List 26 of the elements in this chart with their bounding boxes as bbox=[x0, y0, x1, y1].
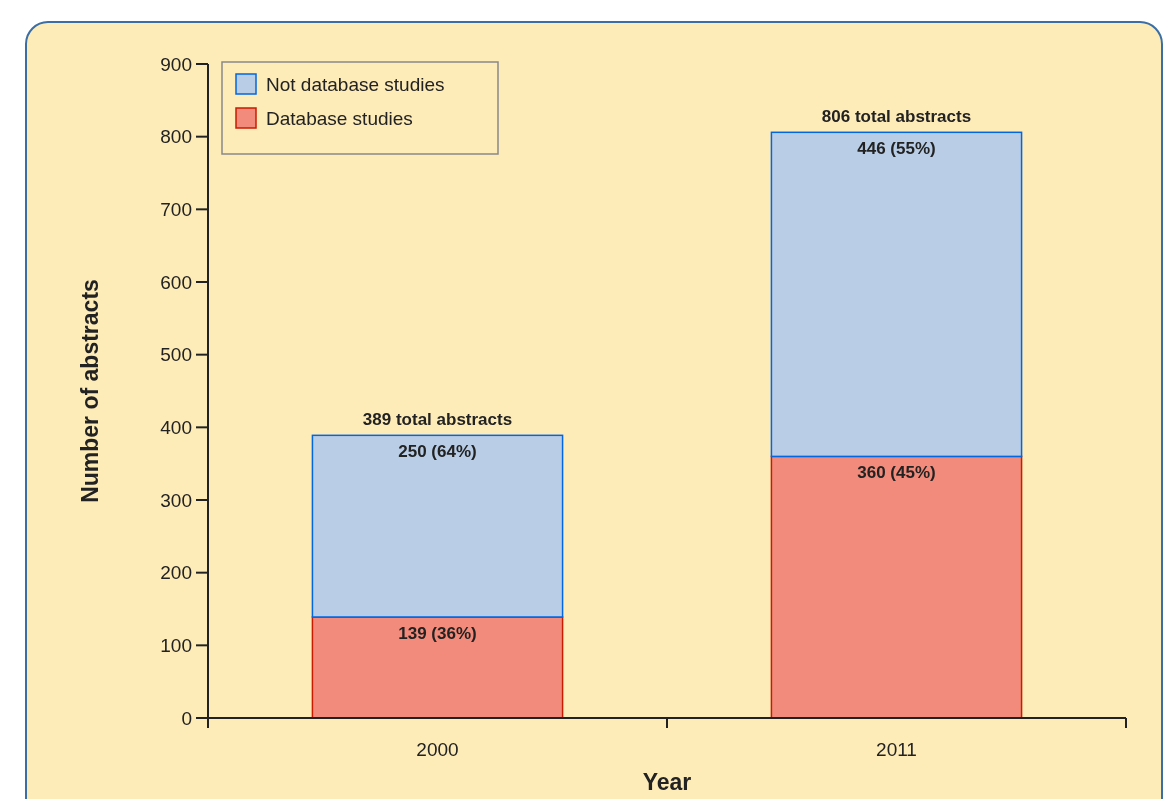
bar bbox=[770, 131, 1023, 458]
legend-label: Not database studies bbox=[266, 73, 445, 95]
data-label: 139 (36%) bbox=[398, 623, 477, 643]
bar bbox=[311, 616, 564, 719]
legend-label: Database studies bbox=[266, 107, 413, 129]
x-axis-title: Year bbox=[642, 769, 692, 795]
data-label: 360 (45%) bbox=[857, 463, 936, 483]
y-tick-label: 800 bbox=[160, 126, 192, 148]
data-label: 250 (64%) bbox=[398, 442, 477, 462]
y-tick-label: 0 bbox=[181, 707, 192, 729]
data-label: 446 (55%) bbox=[857, 139, 936, 159]
bar bbox=[770, 455, 1023, 719]
y-tick-label: 300 bbox=[160, 489, 192, 511]
y-tick-label: 100 bbox=[160, 634, 192, 656]
x-tick-label: 2011 bbox=[876, 739, 917, 760]
total-label: 389 total abstracts bbox=[362, 410, 513, 430]
y-tick-label: 600 bbox=[160, 271, 192, 293]
y-tick-label: 200 bbox=[160, 562, 192, 584]
y-tick-label: 900 bbox=[160, 53, 192, 75]
y-tick-label: 700 bbox=[160, 198, 192, 220]
y-axis-title: Number of abstracts bbox=[77, 279, 103, 503]
x-tick-label: 2000 bbox=[416, 739, 459, 760]
total-label: 806 total abstracts bbox=[821, 107, 972, 127]
bar bbox=[311, 434, 564, 618]
y-tick-label: 400 bbox=[160, 416, 192, 438]
y-tick-label: 500 bbox=[160, 344, 192, 366]
